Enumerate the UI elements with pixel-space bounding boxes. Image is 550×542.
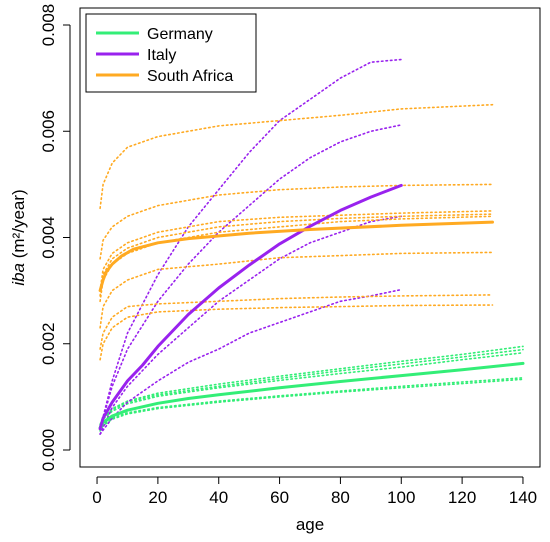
series-layer [98,58,525,435]
y-axis: 0.000 0.002 0.004 0.006 0.008 [39,4,71,472]
legend: Germany Italy South Africa [85,13,257,93]
y-tick-label: 0.004 [39,216,58,259]
x-tick-label: 100 [387,488,415,507]
series-line-individual [99,210,494,292]
series-line-individual [99,251,494,329]
series-line-individual [99,215,403,435]
x-tick-label: 20 [148,488,167,507]
series-line-individual [99,213,494,297]
plot-frame [79,7,541,468]
legend-label: South Africa [147,68,233,85]
x-tick-label: 120 [448,488,476,507]
y-tick-label: 0.006 [39,110,58,153]
y-axis-label: iba (m²/year) [9,189,28,285]
x-axis: 0 20 40 60 80 100 120 140 [92,476,537,507]
series-line-individual [99,378,524,432]
series-line-individual [99,58,403,430]
x-axis-label: age [296,515,324,534]
series-line-individual [99,351,524,428]
series-line-individual [99,304,494,361]
y-tick-label: 0.008 [39,4,58,47]
series-line-individual [99,103,494,210]
y-tick-label: 0.002 [39,322,58,365]
series-line-mean [98,183,403,431]
series-line-individual [99,376,524,431]
series-line-individual [99,124,403,430]
x-tick-label: 0 [92,488,101,507]
series-line-mean [98,361,525,430]
x-tick-label: 60 [270,488,289,507]
series-line-individual [99,288,403,435]
series-line-individual [99,345,524,426]
x-tick-label: 80 [331,488,350,507]
y-axis-label-unit: (m²/year) [9,189,28,263]
legend-label: Germany [147,26,213,43]
y-axis-label-var: iba [9,263,28,286]
x-tick-label: 140 [509,488,537,507]
legend-label: Italy [147,47,176,64]
series-line-individual [99,294,494,350]
x-tick-label: 40 [209,488,228,507]
y-tick-label: 0.000 [39,429,58,472]
series-line-mean [98,220,494,293]
series-line-individual [99,183,494,260]
series-line-individual [99,348,524,427]
